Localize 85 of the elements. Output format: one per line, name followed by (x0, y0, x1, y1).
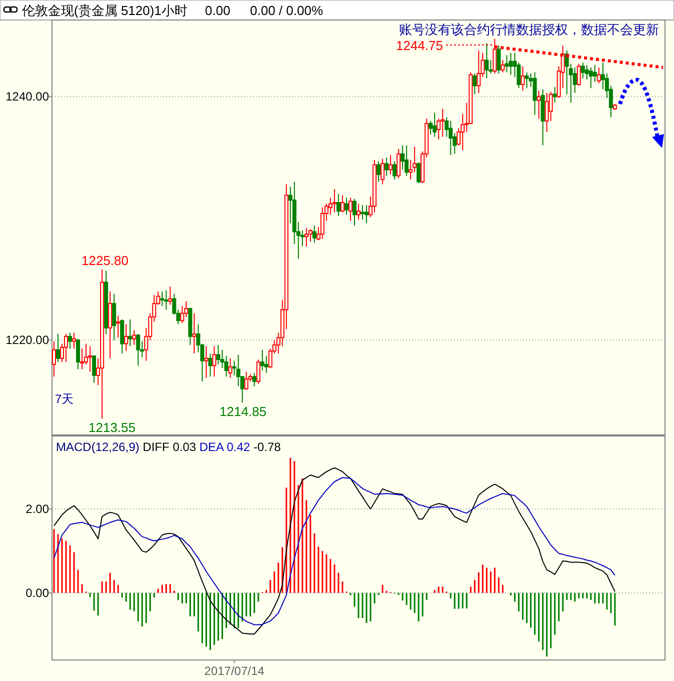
candlestick (448, 120, 453, 156)
candlestick (204, 346, 208, 378)
candlestick (312, 225, 316, 244)
candlestick (216, 344, 220, 365)
candlestick (340, 194, 344, 213)
candlestick (508, 52, 513, 76)
candlestick (332, 188, 336, 213)
candlestick (68, 332, 72, 350)
candlestick (500, 60, 505, 73)
candlestick (380, 158, 385, 185)
candlestick (384, 157, 389, 176)
candlestick (532, 72, 537, 116)
candlestick (524, 72, 529, 89)
candlestick (256, 359, 260, 384)
candlestick (348, 197, 352, 222)
candlestick (116, 315, 120, 338)
candlestick (576, 63, 581, 86)
candlestick (132, 330, 136, 346)
candlestick (484, 42, 489, 79)
candlestick (168, 286, 172, 306)
annotation: 1214.85 (220, 404, 266, 419)
candlestick (72, 332, 76, 350)
candlestick (260, 349, 264, 371)
candlestick (88, 346, 92, 372)
candlestick (64, 333, 68, 362)
candlestick (304, 228, 308, 247)
candlestick (588, 66, 593, 89)
candlestick (360, 204, 365, 220)
candlestick (192, 312, 196, 354)
candlestick (440, 108, 445, 138)
candlestick (52, 340, 56, 378)
annotation: 1213.55 (88, 420, 136, 435)
candlestick (120, 318, 124, 354)
candlestick (136, 333, 140, 366)
candlestick (208, 352, 212, 378)
candlestick (472, 73, 477, 95)
candlestick (496, 45, 501, 74)
candlestick (56, 333, 60, 362)
candlestick (432, 112, 437, 138)
candlestick (180, 305, 184, 324)
candlestick (552, 86, 557, 104)
candlestick (128, 318, 132, 347)
candlestick (416, 162, 421, 184)
candlestick (244, 371, 248, 390)
y-tick-label: 1220.00 (6, 333, 50, 348)
candlestick (92, 355, 96, 384)
chart-title: 伦敦金现(贵金属 5120)1小时 (22, 3, 188, 18)
y-tick-label: 2.00 (26, 502, 50, 516)
candlestick (404, 144, 409, 176)
candlestick (520, 66, 525, 92)
candlestick (396, 148, 401, 179)
candlestick (596, 66, 601, 84)
candlestick (320, 206, 324, 240)
candlestick (504, 54, 509, 73)
y-tick-label: 1240.00 (6, 90, 50, 104)
candlestick (344, 197, 348, 216)
candlestick (364, 204, 369, 224)
candlestick (236, 354, 240, 387)
header: 伦敦金现(贵金属 5120)1小时 0.00 0.00 / 0.00% (0, 0, 674, 20)
candlestick (376, 160, 381, 182)
candlestick (212, 346, 216, 378)
annotation: 7天 (55, 392, 74, 406)
annotation: 账号没有该合约行情数据授权，数据不会更新 (399, 22, 659, 37)
candlestick (352, 198, 356, 226)
annotation: 1244.75 (396, 38, 443, 53)
candlestick (580, 62, 585, 79)
candlestick (592, 64, 597, 83)
candlestick (544, 92, 549, 132)
candlestick (164, 290, 168, 310)
candlestick (536, 90, 541, 120)
candlestick (76, 338, 80, 370)
candlestick (336, 194, 340, 216)
y-tick-label: 0.00 (26, 586, 50, 600)
candlestick (160, 290, 164, 306)
header-row: MACD(12,26,9) DIFF 0.03 DEA 0.42 -0.78 (56, 440, 281, 454)
candlestick (228, 358, 232, 378)
candlestick (476, 50, 481, 94)
candlestick (356, 203, 360, 220)
candlestick (252, 372, 256, 387)
candlestick (112, 293, 116, 341)
candlestick (124, 324, 128, 352)
candlestick (392, 160, 397, 180)
candlestick (388, 154, 393, 176)
x-tick-label: 2017/07/14 (204, 664, 265, 678)
annotation: 1225.80 (82, 253, 128, 268)
